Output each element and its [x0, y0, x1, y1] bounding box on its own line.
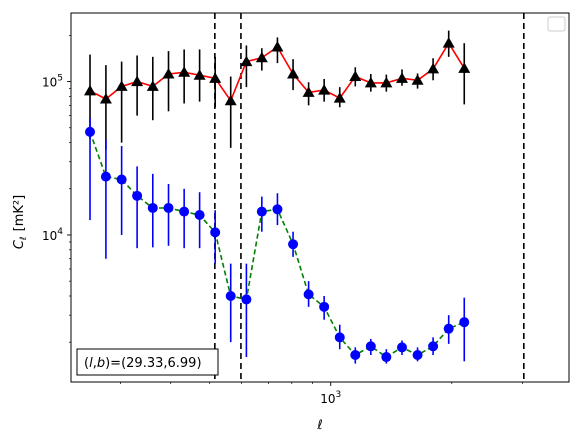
circle-marker	[194, 209, 205, 220]
triangle-marker	[240, 55, 253, 67]
series-line	[89, 131, 465, 358]
triangle-marker	[255, 51, 268, 63]
circle-marker	[365, 341, 376, 352]
y-tick-label: 105	[42, 74, 63, 90]
circle-marker	[412, 349, 423, 360]
triangle-marker	[442, 37, 455, 48]
x-tick-label: 103	[320, 390, 341, 406]
circle-marker	[459, 317, 470, 328]
circle-marker	[132, 190, 143, 201]
circle-marker	[241, 294, 252, 305]
triangle-marker	[224, 94, 237, 106]
triangle-marker	[271, 41, 284, 52]
triangle-marker	[287, 68, 300, 79]
circle-marker	[147, 202, 158, 213]
y-axis-label: Cℓ[mK²]	[12, 195, 29, 249]
triangle-marker	[318, 84, 331, 95]
circle-marker	[100, 171, 111, 182]
triangle-marker	[458, 62, 471, 73]
triangle-marker	[193, 69, 206, 80]
circle-marker	[350, 349, 361, 360]
y-tick-label: 104	[42, 227, 63, 243]
circle-marker	[397, 342, 408, 353]
axis-ticks: 103 104 105	[42, 35, 523, 406]
circle-marker	[256, 206, 267, 217]
circle-series	[85, 117, 470, 364]
circle-marker	[288, 239, 299, 250]
data-series-layer	[84, 30, 471, 364]
circle-marker	[85, 126, 96, 137]
annotation-text: (l,b)=(29.33,6.99)	[84, 356, 202, 371]
plot-frame	[70, 12, 570, 383]
x-axis-label: ℓ	[316, 418, 322, 433]
triangle-marker	[115, 80, 128, 91]
triangle-marker	[162, 68, 175, 79]
triangle-marker	[302, 86, 315, 97]
circle-marker	[272, 204, 283, 215]
triangle-marker	[146, 80, 159, 91]
circle-marker	[210, 227, 221, 238]
triangle-marker	[131, 75, 144, 87]
triangle-marker	[99, 92, 112, 104]
circle-marker	[225, 291, 236, 302]
circle-marker	[179, 206, 190, 217]
circle-marker	[334, 332, 345, 343]
circle-marker	[319, 301, 330, 312]
circle-marker	[443, 323, 454, 334]
triangle-marker	[411, 74, 424, 85]
triangle-marker	[333, 92, 346, 103]
circle-marker	[381, 352, 392, 363]
triangle-series	[84, 30, 471, 150]
circle-marker	[428, 341, 439, 352]
triangle-marker	[427, 62, 440, 74]
annotation-box: (l,b)=(29.33,6.99)	[76, 348, 219, 376]
circle-marker	[303, 289, 314, 300]
triangle-marker	[178, 66, 191, 77]
triangle-marker	[380, 76, 393, 88]
triangle-marker	[396, 72, 409, 83]
legend-box	[547, 16, 566, 32]
circle-marker	[116, 174, 127, 185]
triangle-marker	[349, 70, 362, 81]
triangle-marker	[84, 84, 97, 96]
triangle-marker	[364, 76, 377, 88]
triangle-marker	[209, 72, 222, 83]
circle-marker	[163, 202, 174, 213]
